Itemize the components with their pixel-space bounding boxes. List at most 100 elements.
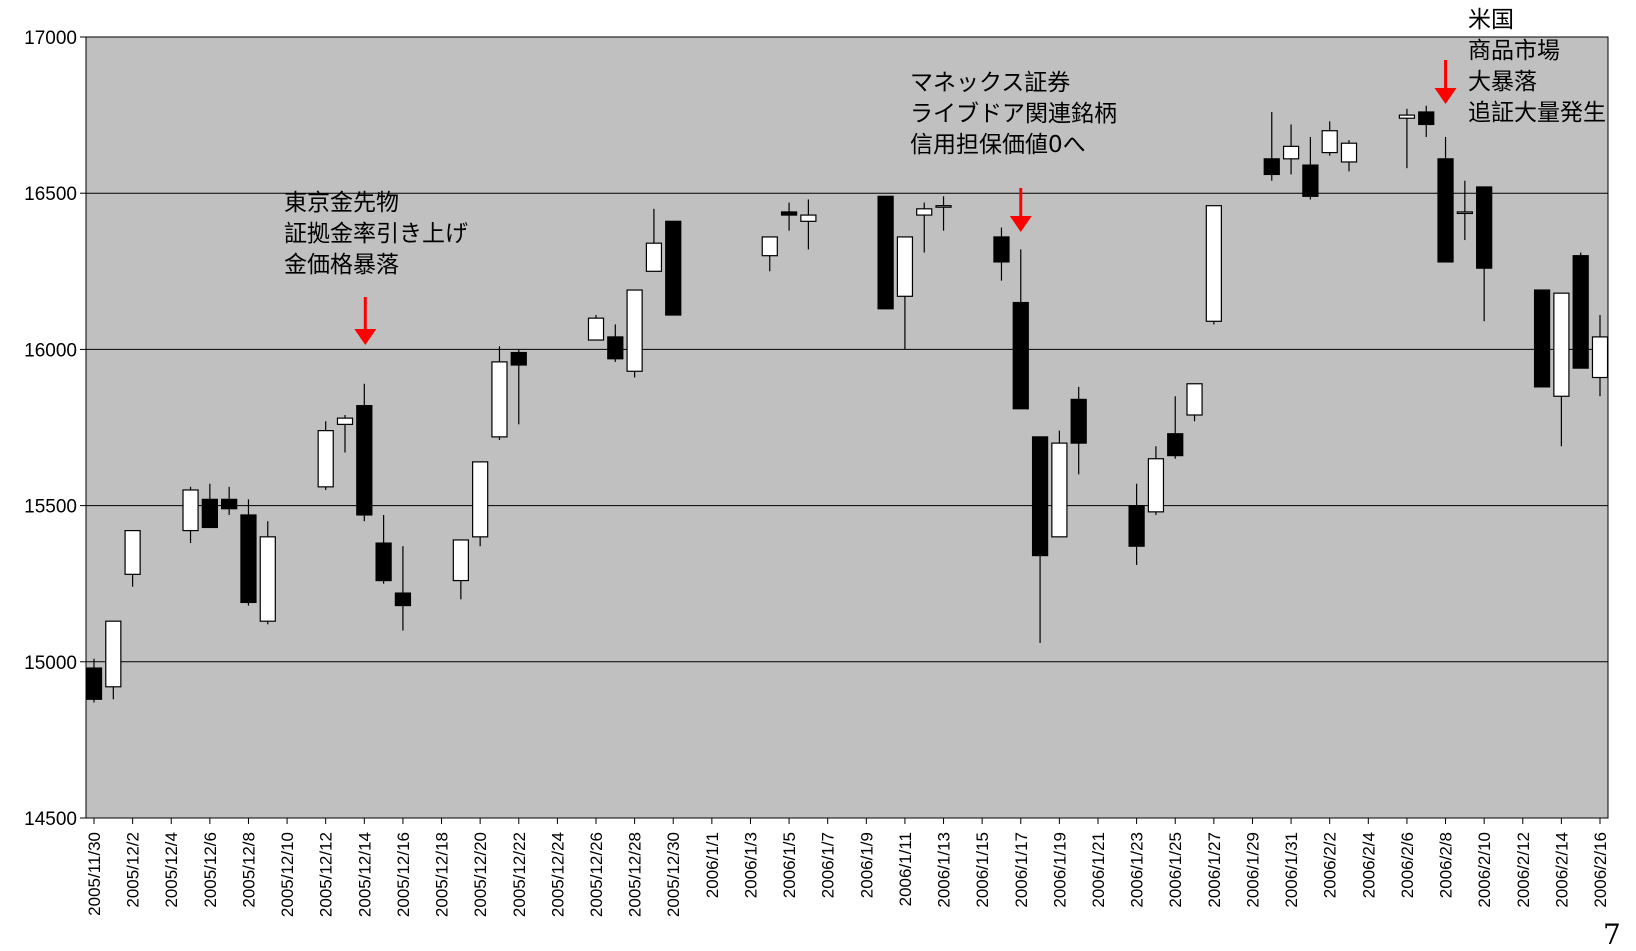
candle-body [935,205,952,208]
candle-body [1418,111,1435,126]
candle [105,620,122,700]
candle-body [1533,289,1551,388]
x-tick-label: 2006/1/21 [1089,832,1108,908]
candle [800,199,817,250]
candle [182,486,199,544]
candle-body [896,236,914,297]
x-tick-label: 2006/2/12 [1514,832,1533,908]
candle [780,202,798,231]
candle [896,236,914,350]
candle [1553,292,1570,447]
candle-body [607,336,624,360]
candle [1302,136,1319,200]
candle-body [510,351,527,366]
candle [761,236,778,272]
y-tick-label: 16000 [24,340,77,361]
x-tick-label: 2005/12/12 [317,832,336,917]
candle [240,499,257,606]
y-tick-label: 16500 [24,184,77,205]
x-tick-label: 2006/1/31 [1282,832,1301,908]
candle [1572,252,1589,369]
candle-body [800,214,817,222]
candle-body [1340,142,1358,163]
candle-body [259,536,276,622]
annotation-us-commodity-crash: 米国 商品市場 大暴落 追証大量発生 [1468,7,1606,126]
candle-body [394,592,412,607]
x-tick-label: 2006/1/15 [973,832,992,908]
y-tick-label: 14500 [24,809,77,830]
candle [993,227,1010,281]
x-tick-label: 2005/11/30 [85,832,104,916]
candle-body [761,236,778,257]
candle [1282,124,1300,175]
x-tick-label: 2006/2/14 [1552,832,1571,908]
candle-body [877,195,894,310]
candle-body [1282,145,1300,160]
x-tick-label: 2006/2/6 [1398,832,1417,898]
candle [1591,315,1609,397]
candle [1398,108,1416,169]
candle-body [375,542,392,582]
x-tick-label: 2006/1/19 [1050,832,1069,908]
candle-body [587,317,605,341]
x-tick-label: 2005/12/24 [548,832,567,917]
candle-body [1051,442,1068,538]
candle-body [1070,398,1087,444]
candle-body [85,667,103,700]
x-tick-label: 2006/1/11 [896,832,915,906]
candle [1437,136,1454,263]
candle-body [356,405,373,516]
candle-body [201,498,218,529]
candle-body [472,461,489,538]
candle [491,346,508,440]
x-tick-label: 2006/1/17 [1012,832,1031,908]
candle [935,196,952,231]
candle-body [1128,505,1145,547]
x-tick-label: 2006/1/3 [741,832,760,898]
x-tick-label: 2006/1/29 [1243,832,1262,908]
candle [472,461,489,547]
candle-body [1476,186,1493,269]
candle-body [645,242,663,272]
candle [1533,289,1551,388]
x-tick-label: 2006/2/10 [1475,832,1494,908]
candle-body [1553,292,1570,397]
candle-body [1321,130,1338,154]
candle-body [780,211,798,216]
x-tick-label: 2006/2/4 [1359,832,1378,898]
candle-body [1186,383,1203,416]
candle-body [221,498,238,510]
candle [452,539,469,600]
candle [1128,483,1145,565]
candle-body [1572,255,1589,369]
candle [1476,186,1493,322]
x-tick-label: 2006/2/8 [1437,832,1456,898]
candle [1340,140,1358,172]
candle-body [1398,114,1416,119]
candle-body [491,361,508,438]
candle [645,208,663,272]
candle [221,486,238,515]
annotation-gold-futures: 東京金先物 証拠金率引き上げ 金価格暴落 [284,190,468,278]
candle [665,220,682,316]
x-tick-label: 2005/12/6 [201,832,220,908]
arrow-head [1009,216,1032,232]
candle [1205,205,1222,325]
x-tick-label: 2005/12/26 [587,832,606,917]
x-tick-label: 2005/12/14 [355,832,374,917]
candle [394,546,412,631]
annotation-arrow [354,297,377,345]
plot-area [85,36,1609,819]
candle [1186,383,1203,422]
candle [124,529,141,587]
candle [201,483,218,529]
x-tick-label: 2005/12/22 [510,832,529,917]
candle-body [993,236,1010,263]
candle-body [124,529,141,575]
candle [1263,111,1280,181]
x-tick-label: 2006/1/25 [1166,832,1185,908]
x-tick-label: 2005/12/30 [664,832,683,917]
annotation-arrows [354,60,1457,345]
candle-body [1437,158,1454,263]
